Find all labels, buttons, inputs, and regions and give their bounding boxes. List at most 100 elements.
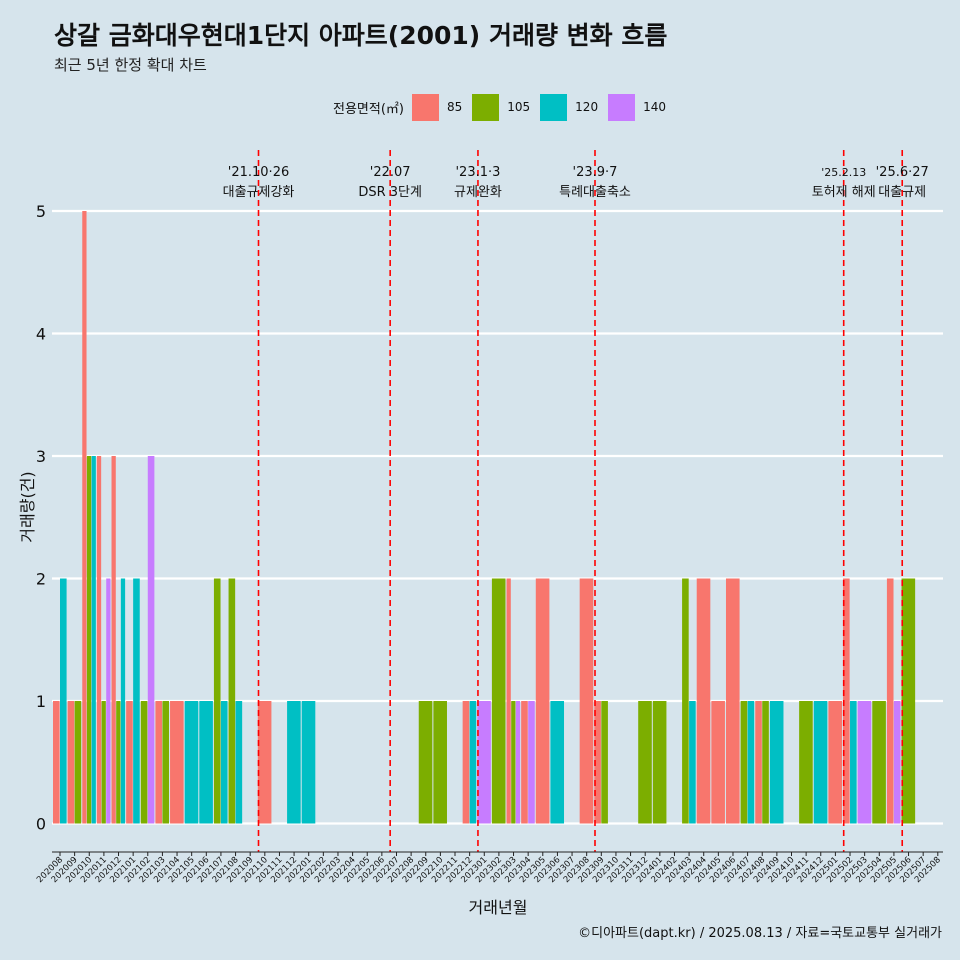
bar-85-202212: [462, 701, 470, 824]
caption: ©디아파트(dapt.kr) / 2025.08.13 / 자료=국토교통부 실…: [578, 926, 942, 941]
bar-85-202505: [886, 578, 894, 824]
legend-item-85: 85: [411, 93, 463, 121]
legend-item-140: 140: [608, 93, 666, 121]
bar-105-202108: [228, 578, 236, 824]
bar-105-202103: [162, 701, 170, 824]
bar-85-202405: [711, 701, 725, 824]
bar-85-202501: [828, 701, 842, 824]
bar-105-202506: [901, 578, 916, 824]
bar-85-202009: [67, 701, 75, 824]
bar-85-202406: [725, 578, 740, 824]
bar-140-202011: [106, 578, 111, 824]
bar-105-202009: [74, 701, 82, 824]
bar-85-202309: [594, 701, 601, 824]
legend-swatch-85: [411, 93, 439, 121]
bar-120-202409: [769, 701, 784, 824]
bar-85-202010: [82, 211, 87, 824]
bar-105-202407: [740, 701, 748, 824]
legend-title: 전용면적(㎡): [333, 101, 404, 117]
legend-swatch-105: [472, 93, 500, 121]
legend-label-105: 105: [507, 100, 531, 114]
bar-120-202201: [301, 701, 316, 824]
y-tick-label: 2: [36, 570, 46, 589]
bar-105-202210: [433, 701, 447, 824]
bar-105-202411: [799, 701, 813, 824]
bar-140-202304: [528, 701, 535, 824]
x-axis-label: 거래년월: [469, 898, 528, 917]
bar-85-202308: [579, 578, 594, 824]
bar-105-202209: [418, 701, 433, 824]
bar-120-202112: [287, 701, 301, 824]
bar-120-202012: [120, 578, 126, 824]
bar-105-202010: [86, 456, 92, 824]
chart-subtitle: 최근 5년 한정 확대 차트: [54, 56, 207, 74]
bar-105-202401: [652, 701, 667, 824]
event-name-label: 규제완화: [454, 185, 502, 200]
bar-140-202301: [477, 701, 491, 824]
legend-item-105: 105: [472, 93, 531, 121]
y-tick-label: 4: [36, 325, 46, 344]
legend-label-120: 120: [575, 100, 599, 114]
bar-105-202107: [213, 578, 221, 824]
bar-85-202011: [96, 456, 102, 824]
event-date-label: '25.6·27: [876, 165, 929, 180]
bar-120-202412: [813, 701, 828, 824]
bar-105-202312: [638, 701, 652, 824]
bar-105-202012: [116, 701, 121, 824]
y-tick-label: 5: [36, 202, 46, 221]
legend: 전용면적(㎡) 85 105 120 140: [333, 93, 676, 121]
bar-85-202101: [126, 701, 133, 824]
bar-140-202503: [857, 701, 872, 824]
event-name-label: 특례대출축소: [559, 185, 631, 200]
bar-120-202106: [199, 701, 213, 824]
event-name-label: 대출규제: [878, 185, 926, 200]
y-tick-label: 0: [36, 815, 46, 834]
bar-105-202504: [872, 701, 886, 824]
event-name-label: DSR 3단계: [358, 185, 422, 200]
bar-105-202302: [491, 578, 506, 824]
event-date-label: '22.07: [370, 165, 411, 180]
bar-120-202108: [235, 701, 243, 824]
bar-85-202104: [170, 701, 184, 824]
bar-85-202103: [155, 701, 163, 824]
bar-120-202212: [469, 701, 477, 824]
bar-120-202010: [91, 456, 96, 824]
bar-120-202107: [220, 701, 228, 824]
y-axis-label: 거래량(건): [18, 471, 37, 542]
bar-85-202305: [535, 578, 550, 824]
legend-label-85: 85: [446, 100, 463, 114]
event-date-label: '25.2.13: [821, 166, 866, 179]
legend-swatch-140: [608, 93, 636, 121]
bar-140-202303: [515, 701, 521, 824]
bar-105-202309: [601, 701, 608, 824]
chart-title: 상갈 금화대우현대1단지 아파트(2001) 거래량 변화 흐름: [54, 21, 668, 50]
bar-105-202408: [762, 701, 769, 824]
bar-85-202008: [53, 701, 60, 824]
bar-105-202403: [682, 578, 689, 824]
legend-label-140: 140: [643, 100, 666, 114]
bar-105-202303: [511, 701, 516, 824]
bar-120-202403: [689, 701, 696, 824]
bar-120-202407: [747, 701, 755, 824]
event-name-label: 토허제 해제: [812, 185, 876, 200]
bar-120-202502: [850, 701, 857, 824]
bar-85-202502: [843, 578, 850, 824]
event-date-label: '23.9·7: [573, 165, 618, 180]
bar-85-202304: [521, 701, 528, 824]
bar-120-202105: [184, 701, 199, 824]
event-date-label: '23.1·3: [455, 165, 500, 180]
event-date-label: '21.10·26: [228, 165, 289, 180]
bar-120-202101: [133, 578, 140, 824]
bar-140-202505: [893, 701, 901, 824]
event-name-label: 대출규제강화: [223, 185, 295, 200]
y-tick-label: 3: [36, 447, 46, 466]
bar-140-202102: [147, 456, 155, 824]
bar-120-202008: [60, 578, 67, 824]
bar-85-202303: [506, 578, 511, 824]
bar-105-202011: [101, 701, 106, 824]
bar-85-202408: [755, 701, 762, 824]
legend-swatch-120: [540, 93, 568, 121]
bar-85-202012: [111, 456, 116, 824]
legend-item-120: 120: [540, 93, 599, 121]
